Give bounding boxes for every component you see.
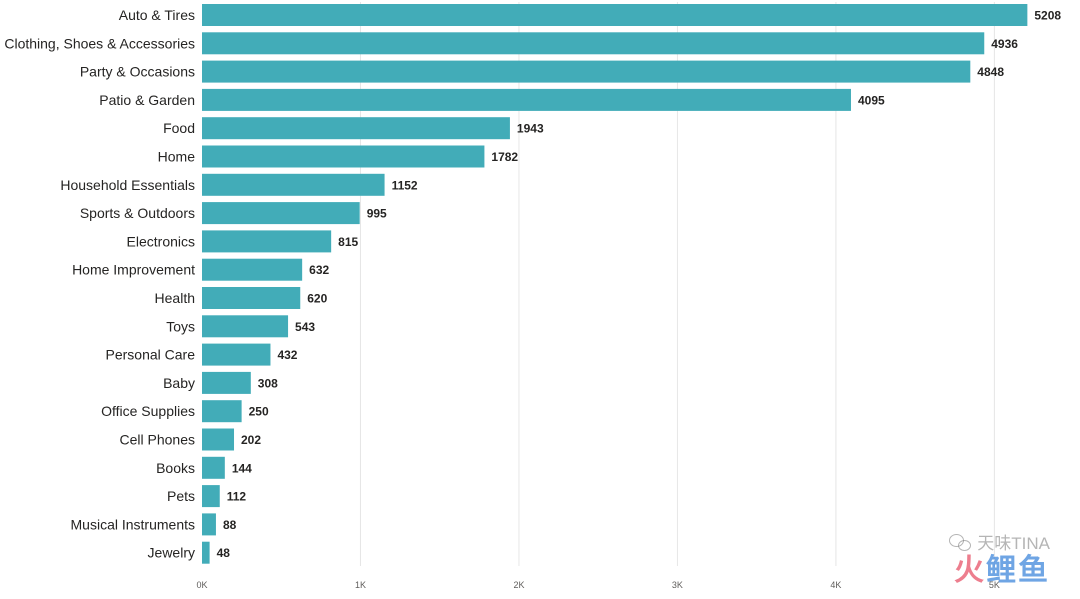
category-label: Office Supplies <box>101 403 195 419</box>
data-label: 250 <box>249 405 269 419</box>
bar <box>202 60 971 83</box>
category-label: Clothing, Shoes & Accessories <box>4 35 195 51</box>
data-label: 632 <box>309 263 329 277</box>
x-tick-label: 1K <box>355 580 366 590</box>
bar <box>202 485 220 508</box>
category-label: Pets <box>167 488 195 504</box>
bar <box>202 428 235 451</box>
gridlines <box>359 2 995 566</box>
x-tick-label: 3K <box>672 580 683 590</box>
category-label: Food <box>163 120 195 136</box>
data-label: 815 <box>338 235 358 249</box>
bar <box>202 88 851 111</box>
bar <box>202 258 303 281</box>
data-label: 432 <box>277 348 297 362</box>
bar <box>202 117 510 140</box>
data-label: 1943 <box>517 122 544 136</box>
bar <box>202 230 332 253</box>
category-label: Sports & Outdoors <box>80 205 195 221</box>
data-label: 1152 <box>392 178 418 192</box>
data-label: 4095 <box>858 93 885 107</box>
bar <box>202 456 225 479</box>
category-label: Electronics <box>127 233 195 249</box>
data-label: 144 <box>232 461 252 475</box>
x-tick-label: 0K <box>196 580 207 590</box>
x-tick-label: 4K <box>830 580 841 590</box>
bar <box>202 371 251 394</box>
bar <box>202 173 385 196</box>
data-label: 308 <box>258 376 278 390</box>
category-labels: Auto & Tires Clothing, Shoes & Accessorie… <box>4 7 195 561</box>
category-label: Household Essentials <box>60 177 195 193</box>
bar <box>202 513 216 536</box>
category-label: Home Improvement <box>72 262 195 278</box>
bars <box>202 4 1028 564</box>
category-label: Jewelry <box>148 545 195 561</box>
data-label: 48 <box>217 546 231 560</box>
category-label: Books <box>156 460 195 476</box>
x-tick-label: 2K <box>513 580 524 590</box>
data-label: 112 <box>227 490 247 504</box>
bar <box>202 4 1028 26</box>
category-label: Auto & Tires <box>119 7 195 23</box>
data-label: 5208 <box>1034 9 1061 23</box>
category-label: Party & Occasions <box>80 64 195 80</box>
category-label: Personal Care <box>106 347 196 363</box>
category-label: Cell Phones <box>120 432 196 448</box>
bar <box>202 32 985 55</box>
bar <box>202 541 210 564</box>
data-label: 88 <box>223 518 237 532</box>
bar <box>202 287 301 309</box>
bar <box>202 315 289 338</box>
category-label: Patio & Garden <box>99 92 195 108</box>
category-label: Baby <box>163 375 195 391</box>
bar <box>202 202 360 225</box>
data-label: 4936 <box>991 37 1018 51</box>
data-label: 620 <box>307 292 327 306</box>
value-labels: 5208 4936 4848 4095 1943 1782 1152 995 815 632 620… <box>217 9 1062 561</box>
data-label: 1782 <box>491 150 518 164</box>
data-label: 202 <box>241 433 261 447</box>
data-label: 543 <box>295 320 315 334</box>
data-label: 995 <box>367 207 387 221</box>
bar <box>202 400 242 423</box>
bar <box>202 145 485 168</box>
category-label: Musical Instruments <box>71 516 195 532</box>
category-label: Home <box>158 149 196 165</box>
bar <box>202 343 271 366</box>
x-tick-label: 5K <box>989 580 1000 590</box>
x-axis-ticks: 0K 1K 2K 3K 4K 5K <box>196 580 999 590</box>
category-label: Toys <box>166 318 195 334</box>
data-label: 4848 <box>977 65 1004 79</box>
category-label: Health <box>155 290 195 306</box>
